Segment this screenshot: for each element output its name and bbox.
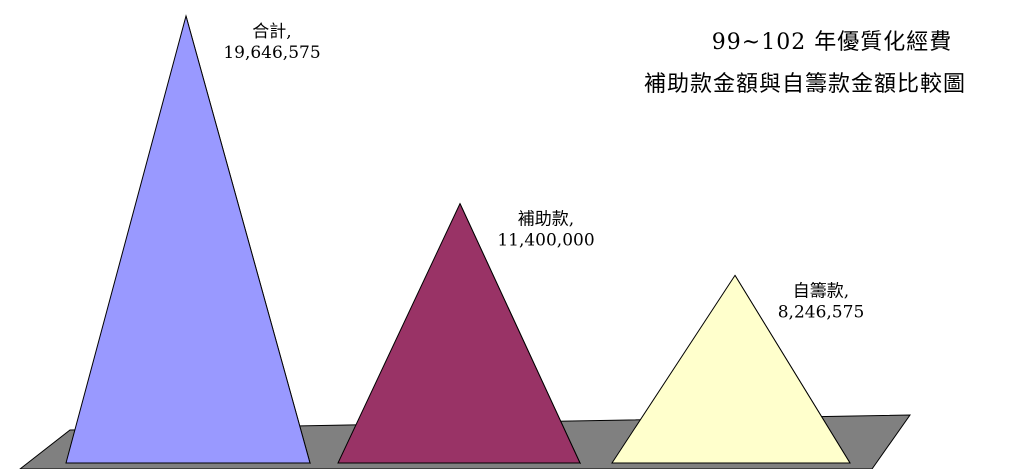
data-label-value-2: 11,400,000 <box>497 231 594 251</box>
data-label-value-3: 8,246,575 <box>778 302 865 322</box>
pyramid-2 <box>337 202 582 465</box>
pyramid-front-face-1 <box>65 14 311 464</box>
pyramid-1 <box>65 14 311 465</box>
pyramid-3 <box>611 274 851 464</box>
data-label-category-1: 合計, <box>252 22 291 42</box>
pyramid-front-face-2 <box>337 202 581 464</box>
pyramid-front-face-3 <box>611 274 851 464</box>
data-label-category-2: 補助款, <box>518 210 574 230</box>
data-label-category-3: 自籌款, <box>793 281 849 301</box>
chart-title-line-2: 補助款金額與自籌款金額比較圖 <box>643 72 966 97</box>
data-label-value-1: 19,646,575 <box>223 43 320 63</box>
chart-title-line-1: 99~102 年優質化經費 <box>711 30 953 55</box>
